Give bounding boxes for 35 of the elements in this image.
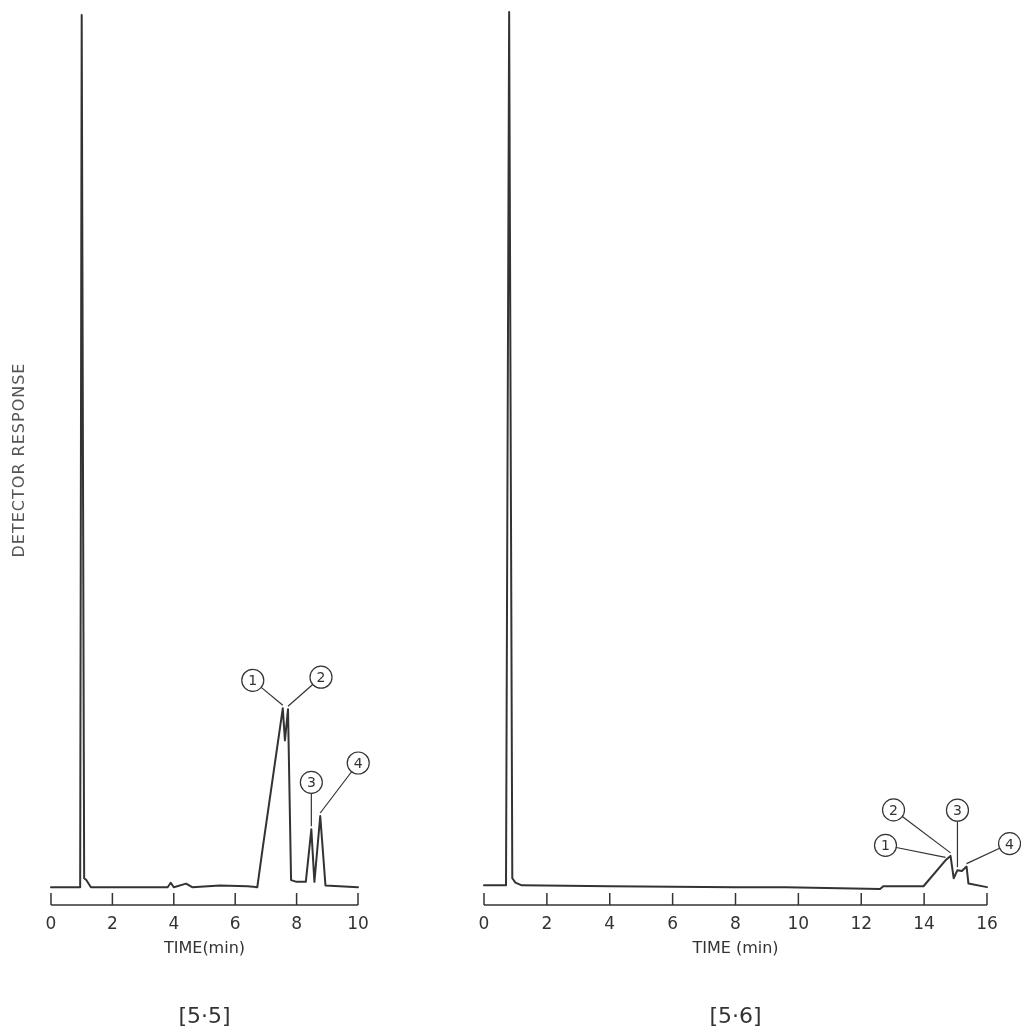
annotation: 4 xyxy=(1005,835,1015,852)
annotation: 1 xyxy=(881,837,890,854)
x-tick-label: 16 xyxy=(976,913,998,933)
text: [5·6] xyxy=(709,1003,762,1028)
annotation: 3 xyxy=(952,802,962,819)
annotation: 2 xyxy=(316,669,326,686)
x-tick-label: 10 xyxy=(787,913,810,933)
callout-label: 3 xyxy=(945,798,970,868)
x-tick-label: 8 xyxy=(730,913,741,933)
x-tick-label: 10 xyxy=(347,913,369,933)
x-tick-label: 0 xyxy=(478,913,490,933)
callout-label: 1 xyxy=(873,833,947,858)
text: [5·5] xyxy=(178,1003,231,1028)
callout-label: 4 xyxy=(965,832,1021,865)
annotation: 3 xyxy=(306,774,316,791)
x-tick-label: 2 xyxy=(541,913,553,933)
callout-label: 1 xyxy=(241,668,284,706)
x-tick-label: 4 xyxy=(604,913,616,933)
annotation: 4 xyxy=(353,755,363,771)
y-axis-title: DETECTOR RESPONSE xyxy=(9,362,28,558)
x-tick-label: 0 xyxy=(45,913,57,933)
callout-label: 2 xyxy=(287,665,333,707)
x-tick-label: 4 xyxy=(168,913,180,933)
annotation: 1 xyxy=(248,672,258,689)
x-tick-label: 6 xyxy=(667,913,679,933)
x-axis-title: TIME (min) xyxy=(691,938,779,957)
callout-label: 3 xyxy=(299,770,323,827)
x-axis-title: TIME(min) xyxy=(162,938,246,957)
x-tick-label: 14 xyxy=(913,913,935,933)
x-tick-label: 12 xyxy=(850,913,873,933)
x-tick-label: 8 xyxy=(291,913,303,933)
callout-label: 4 xyxy=(319,751,370,814)
annotation: 2 xyxy=(889,801,898,818)
x-tick-label: 6 xyxy=(229,913,241,933)
x-tick-label: 2 xyxy=(106,913,118,933)
